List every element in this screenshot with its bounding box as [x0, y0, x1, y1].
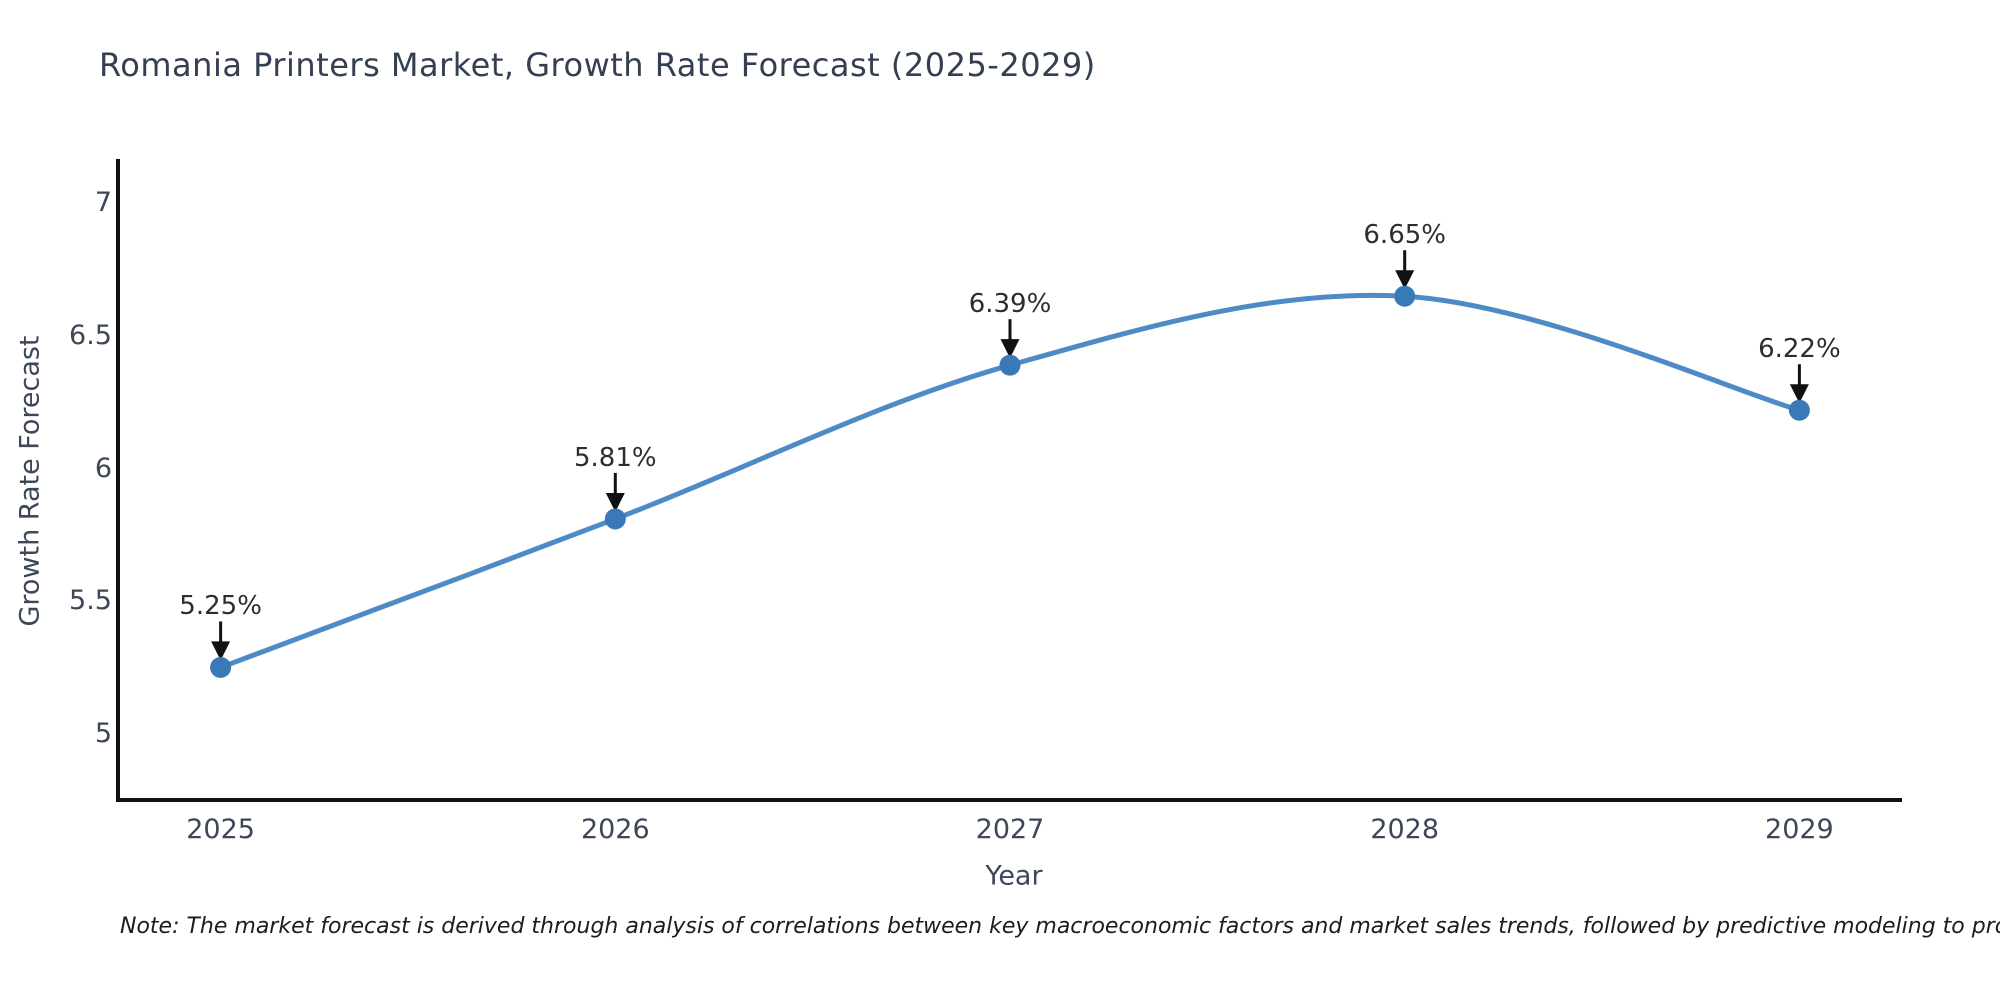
y-tick-label: 6 — [94, 452, 112, 484]
data-point-label: 6.65% — [1363, 220, 1446, 251]
annotation-arrow-head — [1789, 384, 1809, 404]
x-tick-label: 2026 — [580, 814, 650, 845]
y-tick-label: 5.5 — [69, 585, 112, 617]
data-point-label: 5.81% — [573, 442, 657, 473]
annotation-arrow-head — [211, 641, 231, 661]
footnote: Note: The market forecast is derived thr… — [120, 914, 2000, 939]
data-point-marker — [604, 508, 626, 530]
data-point-label: 5.25% — [179, 591, 262, 622]
data-point-marker — [1788, 399, 1810, 421]
x-tick-label: 2025 — [186, 814, 255, 845]
y-axis-title: Growth Rate Forecast — [14, 334, 46, 627]
data-point-label: 6.39% — [968, 289, 1052, 320]
x-tick-label: 2027 — [975, 814, 1045, 845]
y-tick-label: 5 — [94, 717, 112, 749]
annotation-arrow-head — [1395, 270, 1415, 290]
y-tick-label: 6.5 — [69, 319, 112, 351]
x-tick-label: 2029 — [1765, 814, 1834, 845]
data-point-marker — [210, 656, 232, 678]
annotation-arrow-head — [1000, 339, 1020, 359]
annotation-arrow-head — [605, 492, 625, 512]
x-axis-title: Year — [985, 860, 1043, 892]
chart-title: Romania Printers Market, Growth Rate For… — [99, 46, 1096, 84]
data-point-marker — [999, 354, 1021, 376]
x-tick-label: 2028 — [1370, 814, 1440, 845]
data-point-marker — [1394, 285, 1416, 307]
y-tick-label: 7 — [94, 187, 112, 219]
data-point-label: 6.22% — [1758, 334, 1841, 365]
